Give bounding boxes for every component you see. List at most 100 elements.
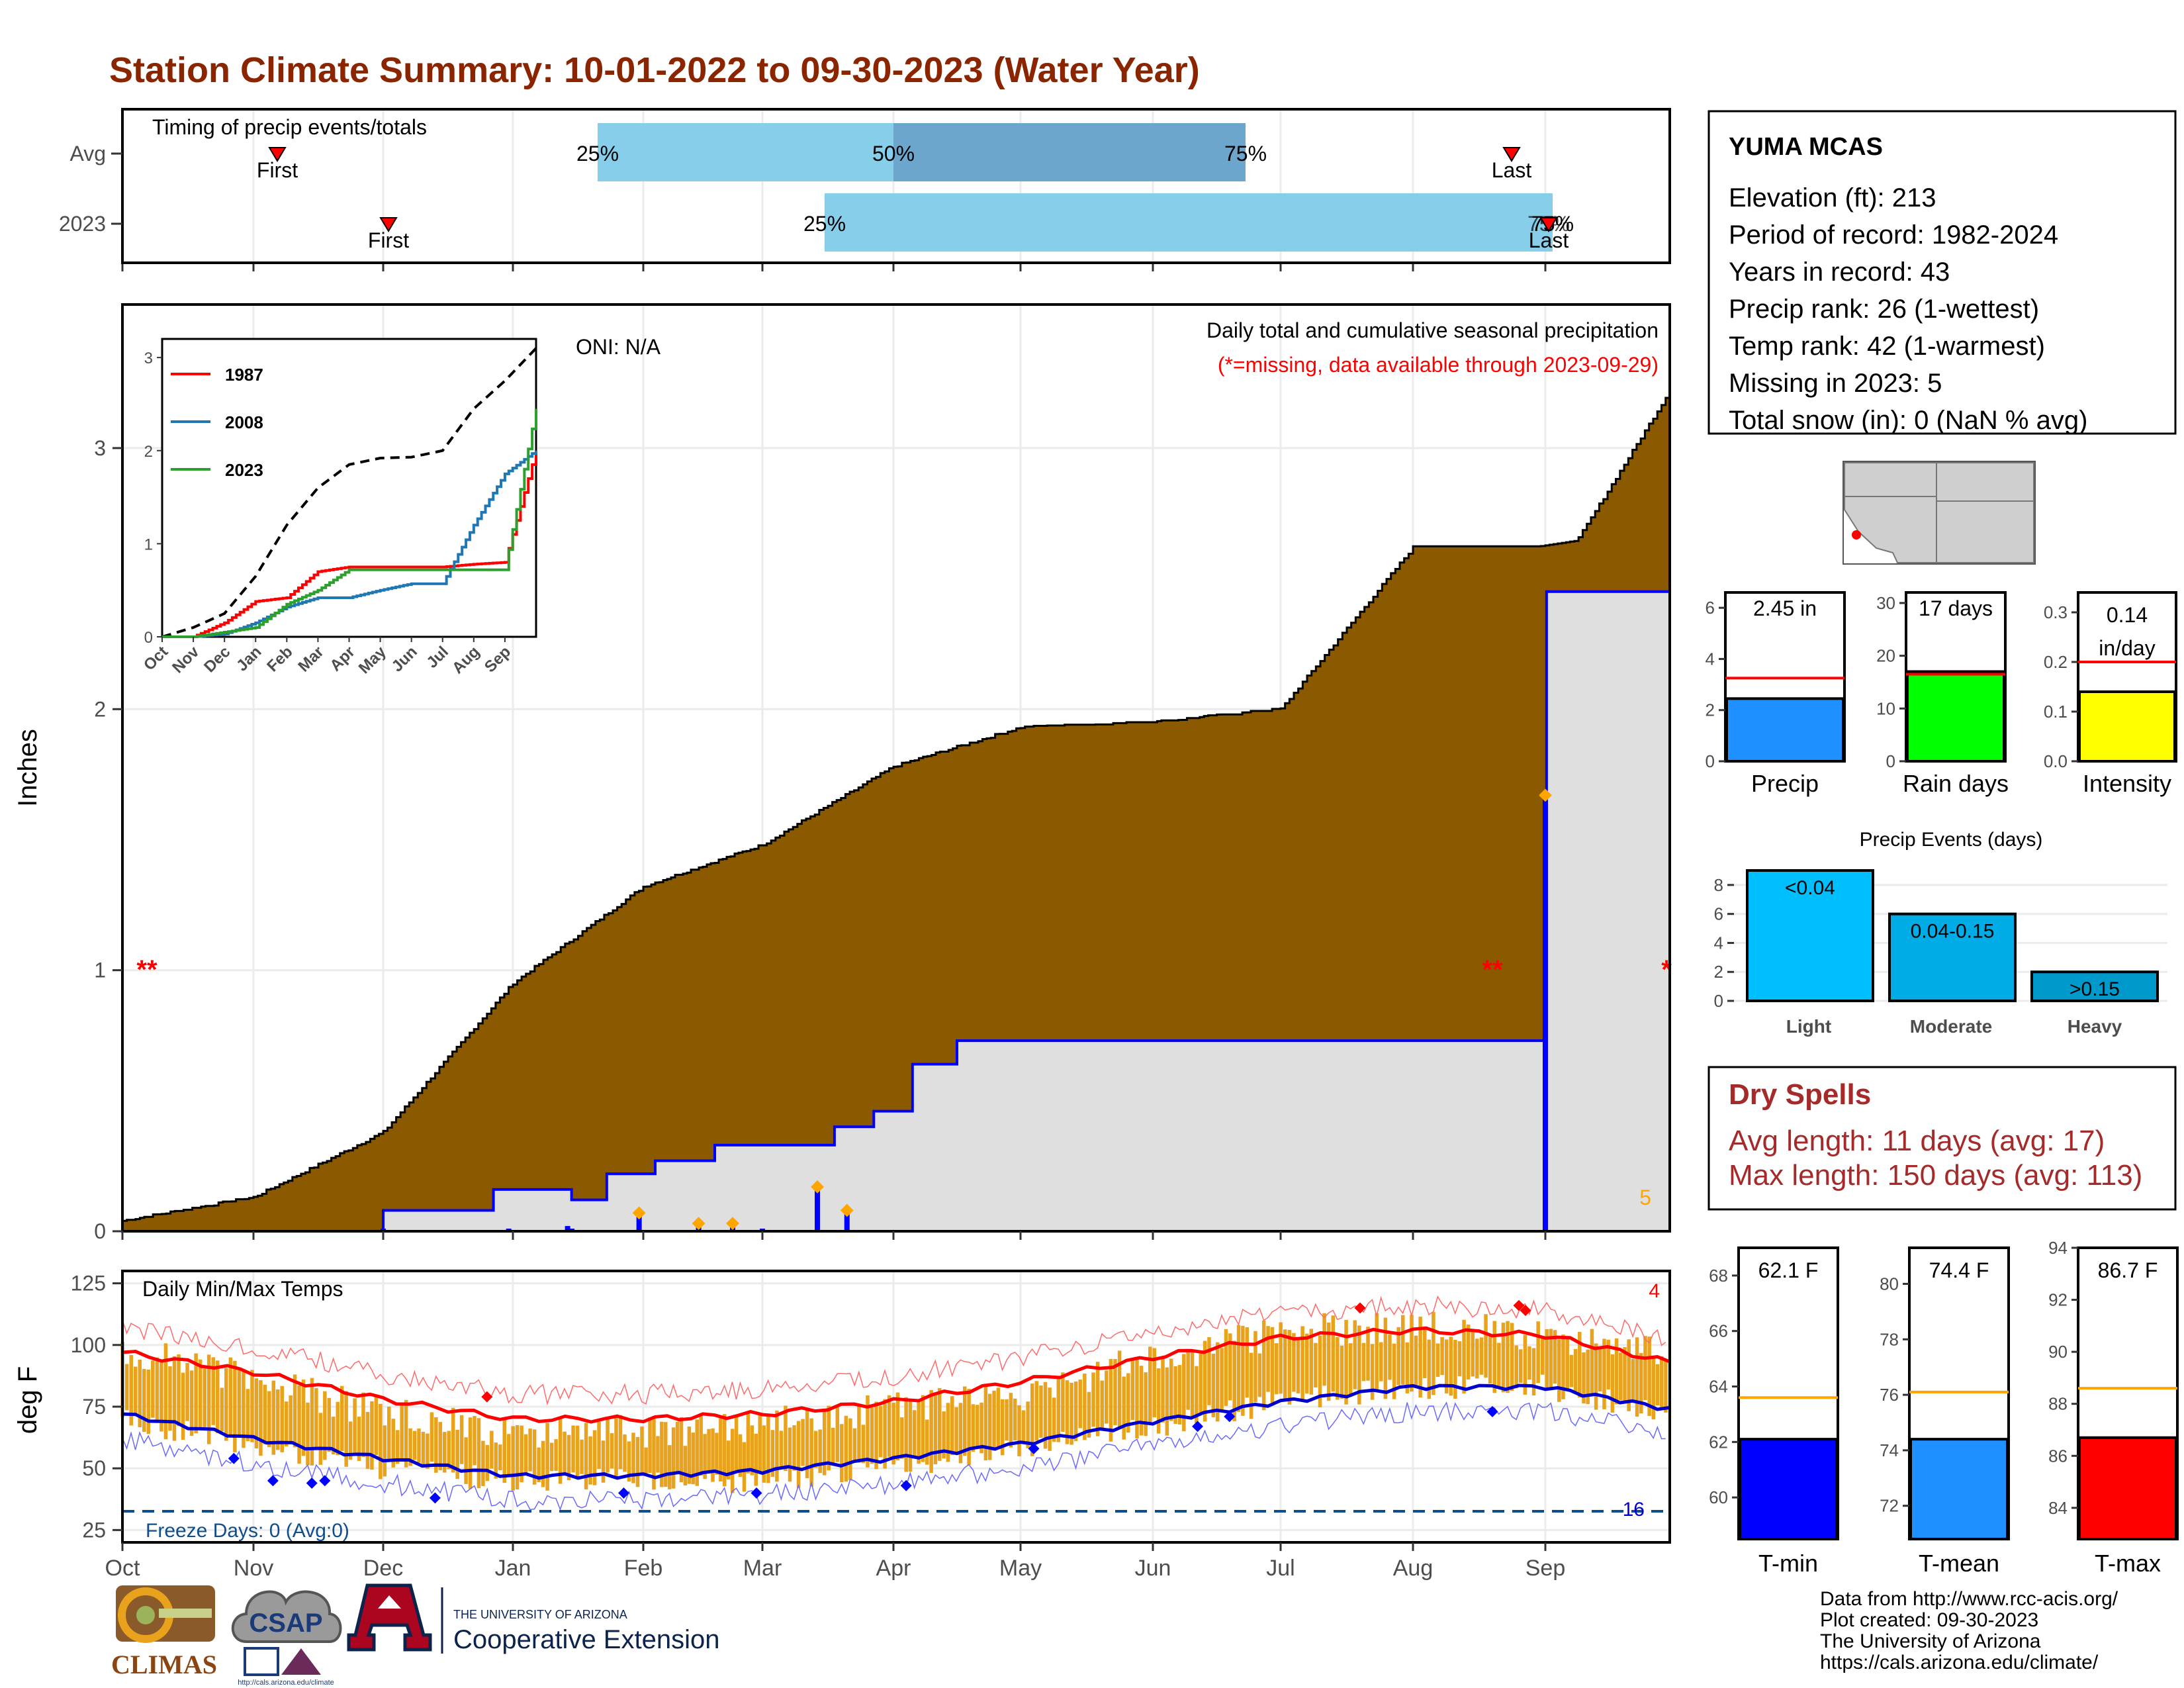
daily-temp-bar bbox=[515, 1425, 520, 1489]
y-tick-label: 8 bbox=[1714, 875, 1723, 895]
y-tick-label: 4 bbox=[1714, 933, 1723, 953]
daily-temp-bar bbox=[1105, 1370, 1109, 1424]
tmax-chart: 84 86 88 90 92 94 86.7 F T-max bbox=[2048, 1238, 2179, 1577]
inset-legend: 1987 2008 2023 bbox=[171, 365, 263, 480]
y-tick-label: 30 bbox=[1876, 593, 1895, 613]
daily-temp-bar bbox=[992, 1390, 996, 1451]
record-min-line bbox=[122, 1401, 1666, 1511]
y-tick-label: 0 bbox=[1706, 751, 1715, 771]
daily-temp-bar bbox=[1664, 1361, 1668, 1413]
daily-temp-bar bbox=[848, 1418, 852, 1480]
record-high-marker bbox=[1520, 1305, 1531, 1317]
x-tick-label: Jan bbox=[495, 1556, 531, 1581]
daily-temp-bar bbox=[571, 1425, 575, 1473]
daily-temp-bar bbox=[1401, 1315, 1405, 1385]
daily-temp-bar bbox=[1561, 1334, 1565, 1399]
daily-temp-bar bbox=[198, 1359, 203, 1430]
y-tick-label: 4 bbox=[1706, 649, 1715, 669]
daily-temp-bar bbox=[796, 1421, 801, 1488]
daily-temp-bar bbox=[827, 1405, 831, 1471]
credit-line: Data from http://www.rcc-acis.org/ bbox=[1820, 1588, 2118, 1610]
daily-temp-bar bbox=[395, 1430, 400, 1464]
daily-temp-bar bbox=[1353, 1320, 1357, 1389]
daily-temp-bar bbox=[1266, 1326, 1270, 1392]
daily-temp-bar bbox=[1348, 1343, 1353, 1396]
y-tick-label: 0.1 bbox=[2044, 702, 2068, 722]
daily-temp-bar bbox=[558, 1417, 563, 1484]
event-bar-label: 0.04-0.15 bbox=[1911, 921, 1995, 943]
record-low-marker bbox=[617, 1487, 629, 1499]
y-tick-label: 0.2 bbox=[2044, 652, 2068, 672]
daily-temp-bar bbox=[451, 1407, 455, 1473]
daily-temp-bar bbox=[1249, 1352, 1253, 1419]
daily-temp-bar bbox=[664, 1422, 668, 1487]
daily-temp-bar bbox=[584, 1423, 588, 1490]
tmin-label: T-min bbox=[1758, 1550, 1818, 1577]
daily-temp-bar bbox=[146, 1369, 151, 1434]
daily-temp-bar bbox=[323, 1391, 327, 1460]
daily-temp-bar bbox=[1578, 1331, 1582, 1398]
state-shapes bbox=[1844, 462, 2034, 563]
daily-temp-bar bbox=[370, 1401, 374, 1470]
daily-temp-bar bbox=[1069, 1382, 1073, 1445]
daily-temp-bar bbox=[408, 1428, 412, 1466]
daily-temp-bar bbox=[734, 1416, 739, 1473]
y2023-last-marker bbox=[1539, 217, 1558, 232]
raindays-label: Rain days bbox=[1903, 770, 2009, 797]
daily-temp-bar bbox=[1582, 1352, 1586, 1404]
daily-temp-bar bbox=[485, 1444, 490, 1481]
daily-temp-bar bbox=[614, 1415, 618, 1479]
daily-temp-bar bbox=[1410, 1315, 1414, 1392]
events-bars: <0.04 0.04-0.15 >0.15 0 2 4 6 8 bbox=[1714, 869, 2167, 1011]
daily-temp-bar bbox=[263, 1384, 267, 1444]
daily-temp-bar bbox=[1427, 1339, 1432, 1399]
daily-temp-bar bbox=[1228, 1333, 1232, 1401]
daily-temp-bar bbox=[784, 1405, 788, 1472]
x-tick-label: Oct bbox=[105, 1556, 140, 1581]
avg-min-line bbox=[122, 1383, 1670, 1480]
daily-temp-bar bbox=[1322, 1313, 1326, 1386]
x-tick-label: May bbox=[999, 1556, 1042, 1581]
daily-temp-bar bbox=[996, 1387, 1001, 1448]
daily-temp-bar bbox=[1523, 1335, 1527, 1395]
daily-temp-bar bbox=[211, 1357, 215, 1425]
daily-temp-bar bbox=[498, 1444, 502, 1471]
y-tick-label: 75 bbox=[82, 1395, 106, 1419]
daily-temp-bar bbox=[438, 1422, 443, 1470]
x-tick-label: Sep bbox=[1525, 1556, 1566, 1581]
temp-x-axis: Oct Nov Dec Jan Feb Mar Apr May Jun Jul Aug Sep bbox=[105, 1542, 1566, 1581]
daily-temp-bar bbox=[671, 1427, 676, 1489]
daily-temp-bar bbox=[220, 1387, 224, 1432]
daily-temp-bar bbox=[801, 1419, 805, 1466]
tmin-chart: 60 62 64 66 68 62.1 F T-min bbox=[1709, 1246, 1839, 1577]
daily-temp-bar bbox=[818, 1429, 822, 1474]
daily-temp-bar bbox=[580, 1439, 584, 1474]
daily-temp-bar bbox=[434, 1417, 438, 1473]
daily-temp-bar bbox=[464, 1437, 468, 1484]
daily-temp-bar bbox=[1139, 1366, 1144, 1436]
daily-temp-bar bbox=[652, 1416, 656, 1490]
y-tick-label: 90 bbox=[2048, 1342, 2068, 1362]
daily-temp-bar bbox=[592, 1430, 597, 1485]
main-subtitle: Daily total and cumulative seasonal prec… bbox=[1206, 318, 1659, 342]
daily-temp-bar bbox=[750, 1425, 754, 1476]
daily-temp-bar bbox=[1497, 1342, 1501, 1388]
daily-temp-bar bbox=[840, 1424, 844, 1483]
daily-temp-bar bbox=[481, 1440, 485, 1486]
record-max-line bbox=[122, 1295, 1666, 1406]
daily-temp-bar bbox=[1224, 1329, 1228, 1406]
daily-temp-bar bbox=[711, 1428, 715, 1482]
inset-series-line bbox=[162, 408, 537, 638]
daily-temp-bar bbox=[675, 1421, 680, 1474]
daily-temp-bar bbox=[640, 1426, 644, 1474]
daily-temp-bar bbox=[163, 1343, 168, 1440]
x-tick-label: Jul bbox=[1266, 1556, 1295, 1581]
daily-temp-bar bbox=[528, 1429, 532, 1472]
daily-temp-bar bbox=[314, 1387, 318, 1448]
daily-temp-bar bbox=[707, 1429, 711, 1474]
daily-temp-bar bbox=[861, 1425, 866, 1464]
daily-temp-bar bbox=[1190, 1352, 1195, 1417]
daily-temp-bar bbox=[1165, 1367, 1169, 1436]
daily-temp-bar bbox=[237, 1368, 242, 1436]
daily-temp-bar bbox=[567, 1434, 571, 1481]
